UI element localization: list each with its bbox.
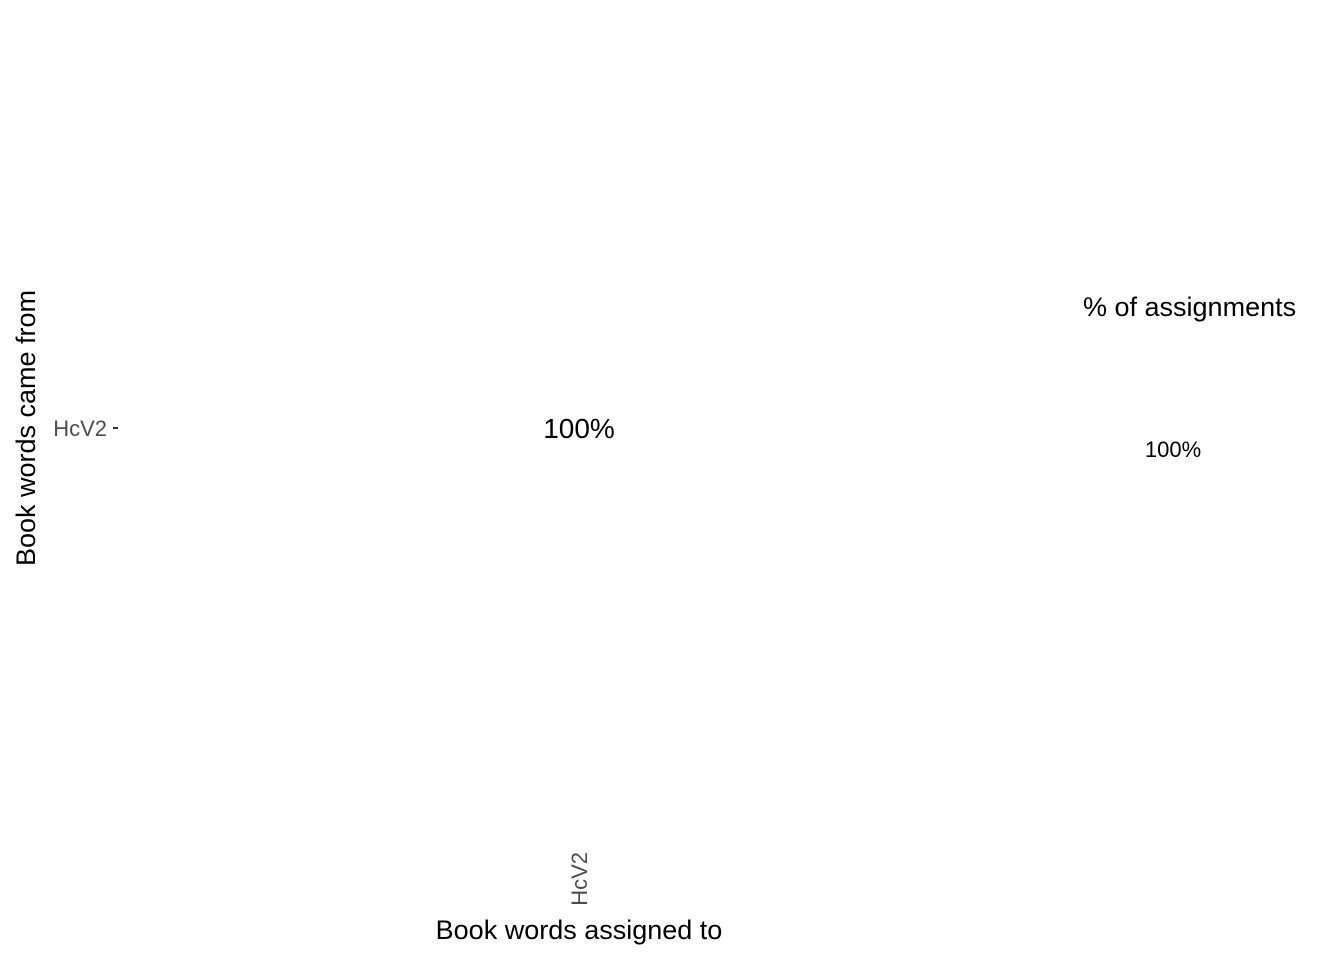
legend-title: % of assignments	[1083, 292, 1296, 322]
x-tick-label: HcV2	[567, 852, 592, 906]
x-axis-title: Book words assigned to	[436, 915, 723, 945]
heatmap-cell-label: 100%	[543, 413, 615, 444]
plot-area: HcV2 HcV2 100%	[53, 6, 1040, 906]
y-tick-label: HcV2	[53, 416, 107, 441]
legend-entry-label: 100%	[1145, 437, 1201, 462]
y-axis-title: Book words came from	[11, 290, 41, 566]
legend-entries: 100%	[1145, 437, 1201, 462]
heatmap-cell	[118, 6, 1040, 850]
